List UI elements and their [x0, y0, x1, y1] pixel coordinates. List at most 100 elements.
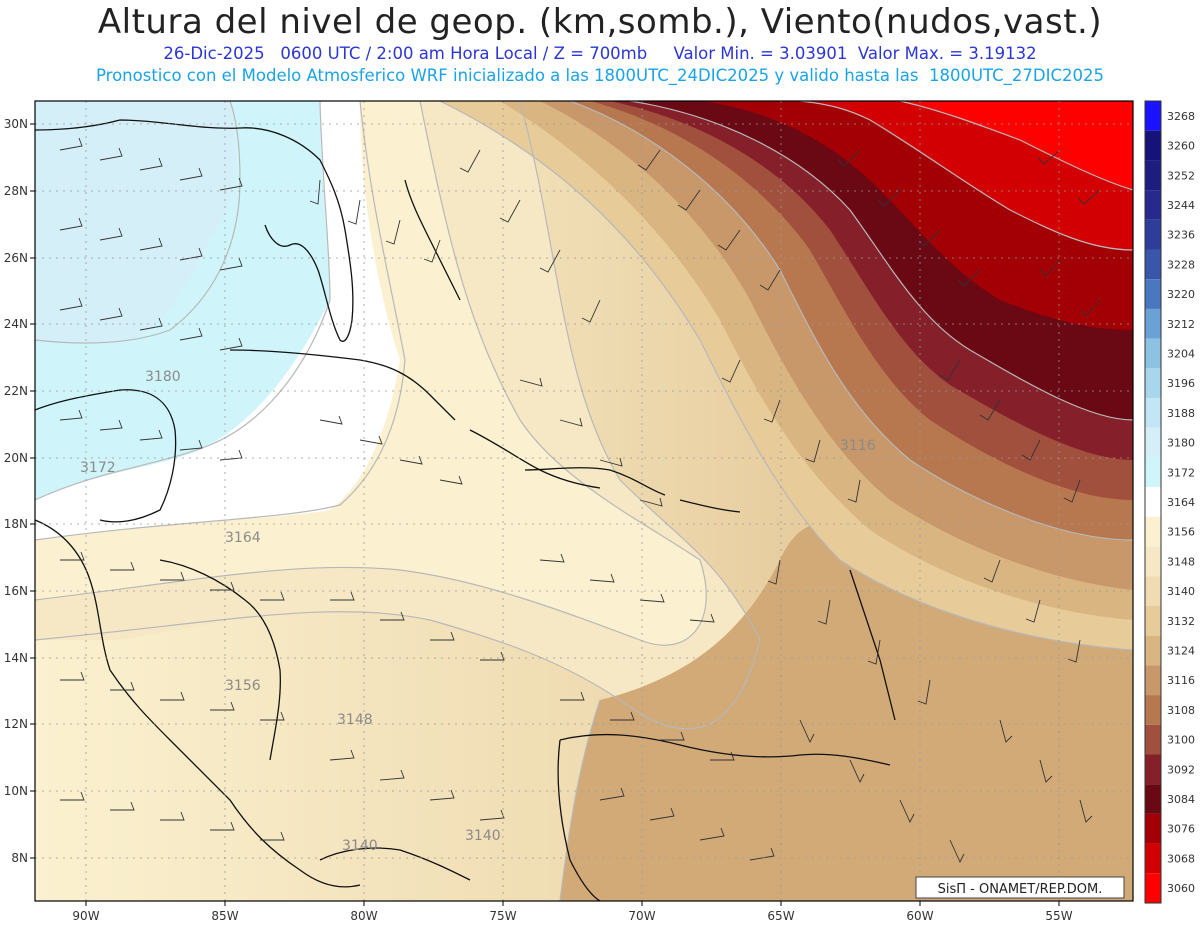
lat-label-20n: 20N	[4, 451, 28, 465]
colorbar-swatch-3252	[1145, 160, 1161, 191]
colorbar-swatch-3108	[1145, 695, 1161, 725]
lat-label-18n: 18N	[4, 517, 28, 531]
lon-label-80w: 80W	[350, 909, 377, 923]
lat-label-8n: 8N	[11, 851, 28, 865]
colorbar-label-3092: 3092	[1167, 763, 1195, 776]
colorbar-label-3116: 3116	[1167, 674, 1195, 687]
valid-time-line: 26-Dic-2025 0600 UTC / 2:00 am Hora Loca…	[163, 44, 1037, 63]
contour-labels: 3180 3172 3164 3156 3148 3140 3140 3116	[80, 369, 876, 854]
colorbar-label-3100: 3100	[1167, 734, 1195, 747]
lat-label-14n: 14N	[4, 651, 28, 665]
colorbar-swatch-3100	[1145, 724, 1161, 755]
lon-label-65w: 65W	[767, 909, 794, 923]
lon-label-75w: 75W	[489, 909, 516, 923]
lat-label-26n: 26N	[4, 251, 28, 265]
contour-label-3116: 3116	[840, 438, 876, 454]
map-border	[34, 100, 1134, 902]
colorbar-swatch-3068	[1145, 843, 1161, 874]
graticule	[35, 101, 1133, 901]
colorbar-label-3172: 3172	[1167, 466, 1195, 479]
contour-label-3156: 3156	[225, 678, 261, 694]
colorbar-swatch-3164	[1145, 487, 1161, 517]
colorbar-label-3076: 3076	[1167, 823, 1195, 836]
colorbar-swatch-3188	[1145, 398, 1161, 428]
contour-label-3164: 3164	[225, 530, 261, 546]
colorbar-label-3228: 3228	[1167, 258, 1195, 271]
colorbar-swatch-3220	[1145, 279, 1161, 309]
colorbar-label-3124: 3124	[1167, 645, 1195, 658]
colorbar-label-3164: 3164	[1167, 496, 1195, 509]
colorbar-swatch-3076	[1145, 813, 1161, 844]
lat-label-16n: 16N	[4, 584, 28, 598]
lon-label-90w: 90W	[72, 909, 99, 923]
latitude-labels: 30N 28N 26N 24N 22N 20N 18N 16N 14N 12N …	[4, 117, 28, 865]
colorbar-swatch-3140	[1145, 576, 1161, 606]
colorbar-swatch-3116	[1145, 665, 1161, 696]
credit-box: SisΠ - ONAMET/REP.DOM.	[915, 876, 1125, 899]
colorbar: 3268 3260 3252 3244 3236 3228 3220 3212 3204 3196…	[1144, 100, 1195, 904]
colorbar-label-3220: 3220	[1167, 288, 1195, 301]
contour-label-3140-east: 3140	[465, 828, 501, 844]
colorbar-label-3252: 3252	[1167, 169, 1195, 182]
colorbar-label-3260: 3260	[1167, 140, 1195, 153]
colorbar-swatch-3084	[1145, 784, 1161, 814]
lon-label-85w: 85W	[211, 909, 238, 923]
colorbar-swatch-3228	[1145, 249, 1161, 280]
colorbar-border	[1144, 100, 1162, 904]
colorbar-label-3196: 3196	[1167, 377, 1195, 390]
colorbar-label-3148: 3148	[1167, 555, 1195, 568]
colorbar-label-3204: 3204	[1167, 347, 1195, 360]
colorbar-label-3068: 3068	[1167, 852, 1195, 865]
lat-label-10n: 10N	[4, 784, 28, 798]
colorbar-label-3244: 3244	[1167, 199, 1195, 212]
colorbar-swatch-3148	[1145, 546, 1161, 577]
colorbar-swatch-3268	[1145, 101, 1161, 131]
colorbar-label-3212: 3212	[1167, 318, 1195, 331]
contour-lines	[35, 101, 1133, 901]
contour-label-3172: 3172	[80, 460, 116, 476]
colorbar-swatch-3060	[1145, 873, 1161, 903]
colorbar-label-3140: 3140	[1167, 585, 1195, 598]
contour-label-3148: 3148	[337, 712, 373, 728]
map-title: Altura del nivel de geop. (km,somb.), Vi…	[97, 2, 1103, 42]
colorbar-label-3084: 3084	[1167, 793, 1195, 806]
contour-label-3180: 3180	[145, 369, 181, 385]
axis-ticks	[30, 123, 1060, 906]
lat-label-30n: 30N	[4, 117, 28, 131]
colorbar-swatch-3244	[1145, 190, 1161, 220]
colorbar-swatch-3180	[1145, 427, 1161, 458]
lat-label-12n: 12N	[4, 717, 28, 731]
colorbar-label-3132: 3132	[1167, 615, 1195, 628]
lat-label-28n: 28N	[4, 184, 28, 198]
contour-label-3140-west: 3140	[342, 838, 378, 854]
colorbar-swatch-3204	[1145, 338, 1161, 369]
colorbar-swatch-3124	[1145, 635, 1161, 666]
model-init-line: Pronostico con el Modelo Atmosferico WRF…	[96, 66, 1104, 85]
colorbar-label-3180: 3180	[1167, 437, 1195, 450]
colorbar-swatch-3092	[1145, 754, 1161, 785]
colorbar-swatch-3132	[1145, 605, 1161, 636]
wind-barb-row	[59, 137, 1101, 864]
colorbar-swatch-3236	[1145, 219, 1161, 250]
longitude-labels: 90W 85W 80W 75W 70W 65W 60W 55W	[72, 909, 1072, 923]
colorbar-swatch-3260	[1145, 130, 1161, 161]
colorbar-label-3188: 3188	[1167, 407, 1195, 420]
colorbar-swatch-3212	[1145, 308, 1161, 339]
credit-text: SisΠ - ONAMET/REP.DOM.	[938, 882, 1103, 897]
colorbar-label-3156: 3156	[1167, 526, 1195, 539]
lon-label-70w: 70W	[628, 909, 655, 923]
lon-label-60w: 60W	[906, 909, 933, 923]
lat-label-24n: 24N	[4, 317, 28, 331]
colorbar-swatch-3196	[1145, 368, 1161, 399]
colorbar-label-3108: 3108	[1167, 704, 1195, 717]
lat-label-22n: 22N	[4, 384, 28, 398]
lon-label-55w: 55W	[1045, 909, 1072, 923]
colorbar-label-3268: 3268	[1167, 110, 1195, 123]
colorbar-swatch-3156	[1145, 516, 1161, 547]
wind-barbs	[59, 137, 1101, 864]
colorbar-label-3060: 3060	[1167, 882, 1195, 895]
geopotential-shading	[35, 101, 1133, 901]
colorbar-swatch-3172	[1145, 457, 1161, 488]
colorbar-label-3236: 3236	[1167, 229, 1195, 242]
